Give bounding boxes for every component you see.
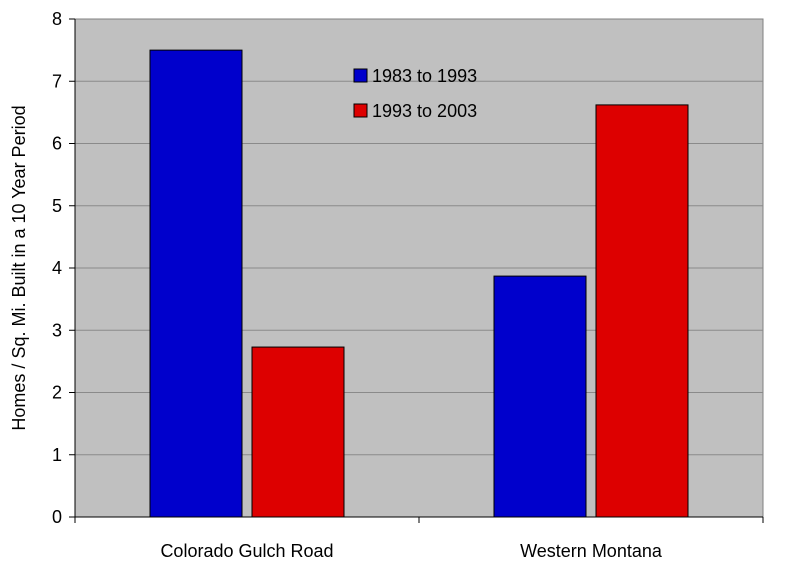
y-tick-label-3: 3 (52, 320, 62, 340)
y-tick-label-1: 1 (52, 445, 62, 465)
y-tick-label-8: 8 (52, 9, 62, 29)
y-tick-label-4: 4 (52, 258, 62, 278)
y-tick-label-2: 2 (52, 383, 62, 403)
bar-colorado-gulch-road-series-1 (251, 346, 345, 518)
y-tick-labels: 0 1 2 3 4 5 6 7 8 (52, 9, 62, 527)
legend-swatch-0 (353, 68, 368, 83)
axes (69, 18, 764, 523)
y-tick-label-5: 5 (52, 196, 62, 216)
y-tick-label-0: 0 (52, 507, 62, 527)
bar-western-montana-series-1 (595, 104, 689, 518)
legend-swatch-1 (353, 103, 368, 118)
legend: 1983 to 1993 1993 to 2003 (353, 66, 477, 121)
bar-colorado-gulch-road-series-0 (149, 49, 243, 518)
x-category-label-1: Western Montana (520, 541, 663, 561)
x-category-labels: Colorado Gulch Road Western Montana (160, 541, 662, 561)
x-category-label-0: Colorado Gulch Road (160, 541, 333, 561)
legend-label-0: 1983 to 1993 (372, 66, 477, 86)
bars (149, 49, 689, 518)
y-tick-label-6: 6 (52, 134, 62, 154)
y-tick-label-7: 7 (52, 71, 62, 91)
y-axis-title: Homes / Sq. Mi. Built in a 10 Year Perio… (9, 105, 29, 430)
bar-western-montana-series-0 (493, 275, 587, 518)
legend-label-1: 1993 to 2003 (372, 101, 477, 121)
